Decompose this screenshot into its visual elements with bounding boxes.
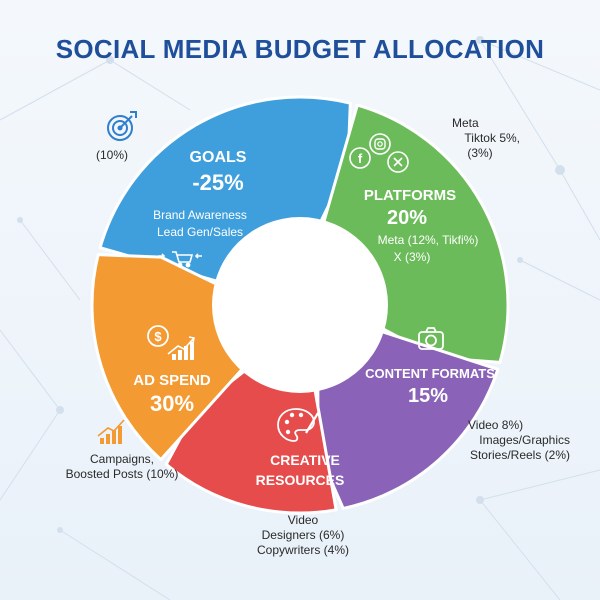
goals-note: (10%) xyxy=(96,148,129,162)
money-chart-icon: $ xyxy=(147,325,169,347)
creative-note-line: Copywriters (4%) xyxy=(256,543,349,557)
wheel-center-hole xyxy=(212,217,388,393)
platforms-note-line: (3%) xyxy=(467,146,493,160)
facebook-icon: f xyxy=(349,147,371,169)
creative-label-line-1: CREATIVE xyxy=(270,452,340,468)
goals-segment-content: GOALS -25% Brand Awareness Lead Gen/Sale… xyxy=(153,149,247,268)
adspend-value: 30% xyxy=(150,391,194,416)
platforms-line-1: Meta (12%, Tikfi%) xyxy=(378,233,479,247)
goals-line-1: Brand Awareness xyxy=(153,208,247,222)
adspend-label: AD SPEND xyxy=(133,372,211,389)
creative-note-line: Video xyxy=(287,513,319,527)
svg-text:f: f xyxy=(358,151,363,166)
target-icon xyxy=(107,111,137,141)
goals-value: -25% xyxy=(192,170,243,195)
platforms-label: PLATFORMS xyxy=(364,187,456,204)
bar-chart-icon xyxy=(167,336,195,360)
adspend-note-line: Campaigns, xyxy=(89,452,155,466)
palette-icon xyxy=(277,408,319,442)
content-label: CONTENT FORMATS xyxy=(365,366,495,381)
adspend-segment-content: $ AD SPEND 30% xyxy=(133,325,211,416)
creative-label-line-2: RESOURCES xyxy=(256,472,345,488)
goals-line-2: Lead Gen/Sales xyxy=(157,225,243,239)
page-title: SOCIAL MEDIA BUDGET ALLOCATION xyxy=(55,34,545,64)
content-note: Video 8%) Images/Graphics Stories/Reels … xyxy=(440,418,570,463)
adspend-note: Campaigns, Boosted Posts (10%) xyxy=(62,452,182,482)
x-icon xyxy=(387,151,409,173)
platforms-segment-content: f PLATFORMS 20% Meta (12%, Tikfi%) X (3%… xyxy=(349,133,479,264)
svg-text:$: $ xyxy=(154,329,162,344)
content-segment-content: CONTENT FORMATS 15% xyxy=(365,327,495,407)
goals-label: GOALS xyxy=(190,149,247,166)
trend-icon xyxy=(97,419,125,444)
creative-note: Video Designers (6%) Copywriters (4%) xyxy=(248,513,358,558)
content-value: 15% xyxy=(408,385,448,407)
platforms-note: Meta Tiktok 5%, (3%) xyxy=(440,116,520,161)
platforms-value: 20% xyxy=(387,207,427,229)
cart-icon xyxy=(158,251,202,268)
adspend-note-line: Boosted Posts (10%) xyxy=(65,467,179,481)
content-note-line: Video 8%) xyxy=(468,418,524,432)
platforms-note-line: Meta xyxy=(452,116,479,130)
instagram-icon xyxy=(369,133,391,155)
platforms-note-line: Tiktok 5%, xyxy=(464,131,520,145)
creative-segment-content: CREATIVE RESOURCES xyxy=(256,408,345,488)
platforms-line-2: X (3%) xyxy=(394,250,431,264)
content-note-line: Images/Graphics xyxy=(479,433,570,447)
creative-note-line: Designers (6%) xyxy=(261,528,345,542)
content-note-line: Stories/Reels (2%) xyxy=(469,448,570,462)
camera-icon xyxy=(418,327,444,350)
